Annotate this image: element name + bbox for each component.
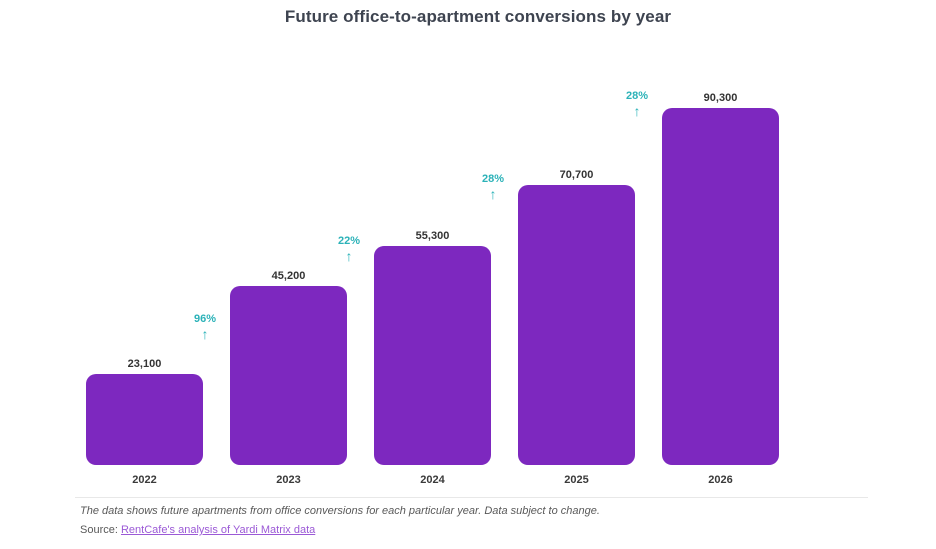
growth-annotation: 28% ↑ [625, 90, 649, 119]
bar-value-label: 45,200 [271, 270, 306, 282]
bar-year-label: 2022 [132, 474, 157, 486]
bar-column: 90,300 2026 [662, 92, 779, 486]
footer-divider [75, 497, 868, 498]
growth-annotation: 96% ↑ [193, 313, 217, 342]
bar-value-label: 23,100 [127, 358, 162, 370]
bar [230, 286, 347, 465]
source-link[interactable]: RentCafe's analysis of Yardi Matrix data [120, 524, 316, 536]
bar-year-label: 2026 [708, 474, 733, 486]
growth-percent-label: 28% [481, 173, 505, 185]
bar-column: 55,300 2024 [374, 230, 491, 486]
bar [86, 374, 203, 465]
growth-percent-label: 22% [337, 235, 361, 247]
up-arrow-icon: ↑ [201, 326, 209, 342]
bar-value-label: 55,300 [415, 230, 450, 242]
bar [374, 246, 491, 465]
chart-title: Future office-to-apartment conversions b… [284, 7, 672, 26]
source-prefix: Source: [80, 524, 118, 536]
bar-value-label: 70,700 [559, 169, 594, 181]
up-arrow-icon: ↑ [345, 248, 353, 264]
bar-value-label: 90,300 [703, 92, 738, 104]
bar-year-label: 2025 [564, 474, 589, 486]
bar [518, 185, 635, 465]
bar-year-label: 2024 [420, 474, 445, 486]
bar [662, 108, 779, 465]
growth-percent-label: 96% [193, 313, 217, 325]
source-line: Source: RentCafe's analysis of Yardi Mat… [80, 524, 315, 536]
bar-year-label: 2023 [276, 474, 301, 486]
footnote: The data shows future apartments from of… [80, 505, 600, 517]
growth-annotation: 28% ↑ [481, 173, 505, 202]
bar-column: 23,100 2022 [86, 358, 203, 486]
plot-area: 23,100 2022 45,200 2023 55,300 2024 70,700 2025… [86, 91, 779, 486]
bar-column: 70,700 2025 [518, 169, 635, 486]
bar-column: 45,200 2023 [230, 270, 347, 486]
up-arrow-icon: ↑ [633, 103, 641, 119]
growth-annotation: 22% ↑ [337, 235, 361, 264]
growth-percent-label: 28% [625, 90, 649, 102]
up-arrow-icon: ↑ [489, 186, 497, 202]
